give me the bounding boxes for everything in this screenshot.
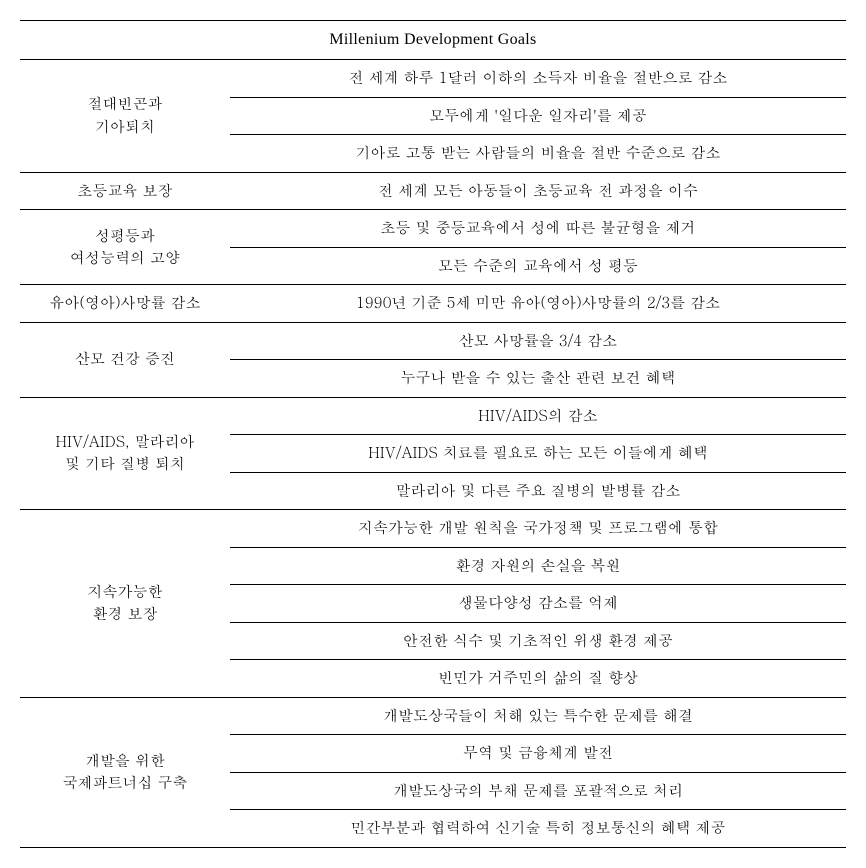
- table-row: 산모 건강 증진산모 사망률을 3/4 감소: [20, 322, 846, 360]
- group-label: 산모 건강 증진: [20, 322, 230, 397]
- group-label: 절대빈곤과기아퇴치: [20, 60, 230, 173]
- group-item: 기아로 고통 받는 사람들의 비율을 절반 수준으로 감소: [230, 135, 846, 173]
- group-item: 1990년 기준 5세 미만 유아(영아)사망률의 2/3를 감소: [230, 285, 846, 323]
- group-item: HIV/AIDS 치료를 필요로 하는 모든 이들에게 혜택: [230, 435, 846, 473]
- group-item: 안전한 식수 및 기초적인 위생 환경 제공: [230, 622, 846, 660]
- group-item: 지속가능한 개발 원칙을 국가정책 및 프로그램에 통합: [230, 510, 846, 548]
- table-body: Millenium Development Goals절대빈곤과기아퇴치전 세계…: [20, 21, 846, 848]
- mdg-table: Millenium Development Goals절대빈곤과기아퇴치전 세계…: [20, 20, 846, 848]
- group-item: 전 세계 모든 아동들이 초등교육 전 과정을 이수: [230, 172, 846, 210]
- table-row: 유아(영아)사망률 감소1990년 기준 5세 미만 유아(영아)사망률의 2/…: [20, 285, 846, 323]
- group-item: 전 세계 하루 1달러 이하의 소득자 비율을 절반으로 감소: [230, 60, 846, 98]
- table-row: 초등교육 보장전 세계 모든 아동들이 초등교육 전 과정을 이수: [20, 172, 846, 210]
- group-item: HIV/AIDS의 감소: [230, 397, 846, 435]
- table-row: HIV/AIDS, 말라리아및 기타 질병 퇴치HIV/AIDS의 감소: [20, 397, 846, 435]
- group-label: 성평등과여성능력의 고양: [20, 210, 230, 285]
- group-item: 모든 수준의 교육에서 성 평등: [230, 247, 846, 285]
- group-item: 초등 및 중등교육에서 성에 따른 불균형을 제거: [230, 210, 846, 248]
- group-label: 지속가능한환경 보장: [20, 510, 230, 698]
- group-item: 민간부분과 협력하여 신기술 특히 정보통신의 혜택 제공: [230, 810, 846, 848]
- table-row: 성평등과여성능력의 고양초등 및 중등교육에서 성에 따른 불균형을 제거: [20, 210, 846, 248]
- table-row: 지속가능한환경 보장지속가능한 개발 원칙을 국가정책 및 프로그램에 통합: [20, 510, 846, 548]
- group-label: 초등교육 보장: [20, 172, 230, 210]
- group-item: 산모 사망률을 3/4 감소: [230, 322, 846, 360]
- group-item: 생물다양성 감소를 억제: [230, 585, 846, 623]
- group-item: 말라리아 및 다른 주요 질병의 발병률 감소: [230, 472, 846, 510]
- group-item: 누구나 받을 수 있는 출산 관련 보건 혜택: [230, 360, 846, 398]
- group-label: 개발을 위한국제파트너십 구축: [20, 697, 230, 847]
- table-row: 절대빈곤과기아퇴치전 세계 하루 1달러 이하의 소득자 비율을 절반으로 감소: [20, 60, 846, 98]
- group-item: 개발도상국의 부채 문제를 포괄적으로 처리: [230, 772, 846, 810]
- table-title: Millenium Development Goals: [20, 21, 846, 60]
- group-label: HIV/AIDS, 말라리아및 기타 질병 퇴치: [20, 397, 230, 510]
- group-item: 환경 자원의 손실을 복원: [230, 547, 846, 585]
- group-item: 빈민가 거주민의 삶의 질 향상: [230, 660, 846, 698]
- group-item: 모두에게 '일다운 일자리'를 제공: [230, 97, 846, 135]
- group-label: 유아(영아)사망률 감소: [20, 285, 230, 323]
- group-item: 무역 및 금융체계 발전: [230, 735, 846, 773]
